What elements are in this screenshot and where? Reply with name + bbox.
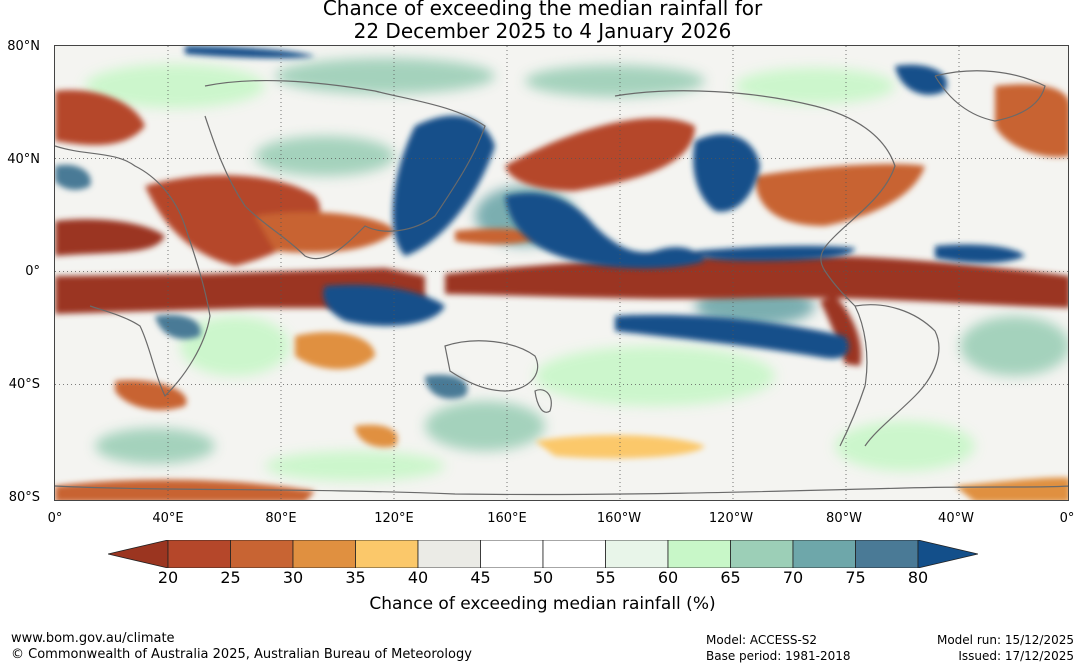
colorbar-segment-under [108,540,169,568]
colorbar-tick: 50 [532,568,554,587]
colorbar-segment-35-40 [355,540,419,568]
colorbar-tick: 80 [907,568,929,587]
colorbar-tick: 25 [220,568,241,587]
colorbar-segment-65-70 [730,540,794,568]
colorbar-segment-30-35 [292,540,356,568]
model-run-date: Model run: 15/12/2025 [936,633,1074,647]
above-median-fields [55,46,1025,399]
colorbar-tick: 55 [595,568,616,587]
colorbar-tick: 35 [345,568,366,587]
lat-label-equator: 0° [25,264,40,279]
lon-label-80w: 80°W [826,511,862,526]
colorbar-tick: 30 [282,568,304,587]
copyright-notice: © Commonwealth of Australia 2025, Austra… [11,647,472,662]
colorbar-segment-55-60 [605,540,669,568]
base-period: Base period: 1981-2018 [706,649,851,663]
probability-fields-light [85,58,1068,481]
lat-label-40n: 40°N [7,152,40,167]
lon-label-80e: 80°E [265,511,297,526]
colorbar-segment-40-45 [417,540,481,568]
colorbar-segment-75-80 [855,540,919,568]
lat-label-80s: 80°S [8,490,40,505]
issued-date: Issued: 17/12/2025 [958,649,1074,663]
lon-label-160e: 160°E [487,511,527,526]
colorbar-tick: 45 [470,568,491,587]
colorbar-tick: 40 [407,568,429,587]
lon-label-0-right: 0° [1059,511,1075,526]
colorbar-segment-50-55 [542,540,606,568]
colorbar-tick: 65 [720,568,741,587]
lon-label-40w: 40°W [938,511,974,526]
coastlines [55,70,1068,496]
colorbar-segment-over [917,540,978,568]
title-line-2: 22 December 2025 to 4 January 2026 [353,19,732,43]
colorbar-tick: 60 [657,568,679,587]
colorbar-segment-45-50 [480,540,544,568]
colorbar [108,540,978,568]
lat-label-40s: 40°S [8,377,40,392]
colorbar-title: Chance of exceeding median rainfall (%) [369,594,716,614]
below-median-fields [55,84,1068,500]
model-name: Model: ACCESS-S2 [706,633,818,647]
lon-label-0-left: 0° [47,511,63,526]
lon-label-160w: 160°W [596,511,642,526]
rainfall-map[interactable] [54,45,1069,501]
colorbar-segment-20-25 [167,540,231,568]
lon-label-120w: 120°W [708,511,754,526]
rainfall-map-canvas [55,46,1068,500]
lat-label-80n: 80°N [7,39,40,54]
colorbar-segment-70-75 [792,540,856,568]
colorbar-tick: 70 [782,568,804,587]
graticule [55,46,1068,500]
lon-label-120e: 120°E [374,511,414,526]
map-title: Chance of exceeding the median rainfall … [0,0,1085,43]
colorbar-segment-60-65 [667,540,731,568]
title-line-1: Chance of exceeding the median rainfall … [322,0,763,20]
lon-label-40e: 40°E [152,511,184,526]
bom-url-link[interactable]: www.bom.gov.au/climate [11,631,175,646]
colorbar-tick: 20 [157,568,179,587]
colorbar-segment-25-30 [230,540,294,568]
colorbar-tick: 75 [845,568,866,587]
